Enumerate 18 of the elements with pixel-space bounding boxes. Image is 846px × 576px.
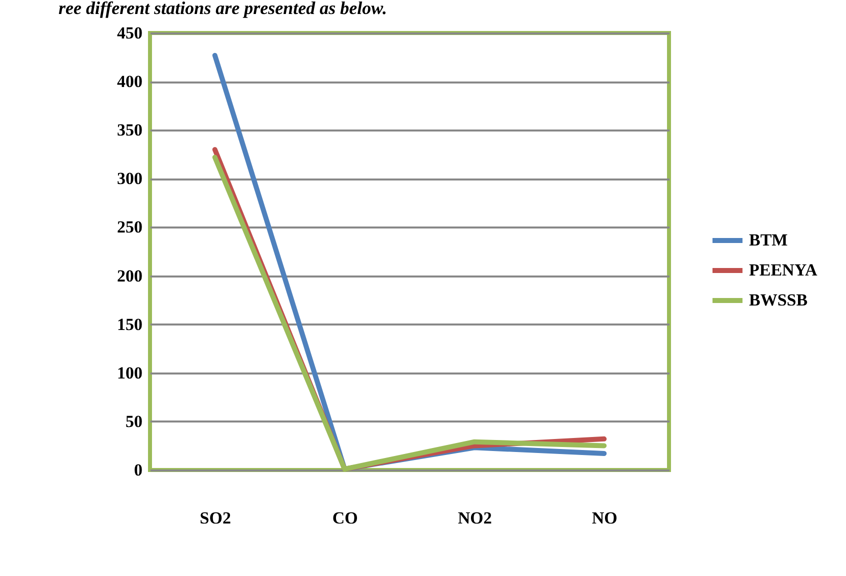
y-tick-label: 100: [117, 363, 142, 382]
y-tick-label: 150: [117, 314, 142, 334]
y-tick-label: 450: [117, 24, 142, 42]
y-tick-label: 250: [117, 218, 142, 237]
x-tick-label: CO: [332, 508, 358, 528]
legend-label: BWSSB: [749, 290, 808, 310]
x-tick-label: NO: [592, 508, 618, 528]
x-tick-label: NO2: [458, 508, 492, 528]
chart-title: ree different stations are presented as below.: [58, 0, 387, 18]
y-tick-label: 200: [117, 266, 142, 286]
y-tick-label: 50: [126, 412, 142, 431]
y-tick-label: 400: [117, 72, 142, 92]
y-tick-label: 300: [117, 169, 142, 188]
y-tick-label: 350: [117, 120, 142, 140]
legend-label: PEENYA: [749, 260, 818, 280]
legend-label: BTM: [749, 230, 788, 250]
y-tick-label: 0: [134, 460, 142, 480]
x-tick-label: SO2: [200, 508, 231, 528]
